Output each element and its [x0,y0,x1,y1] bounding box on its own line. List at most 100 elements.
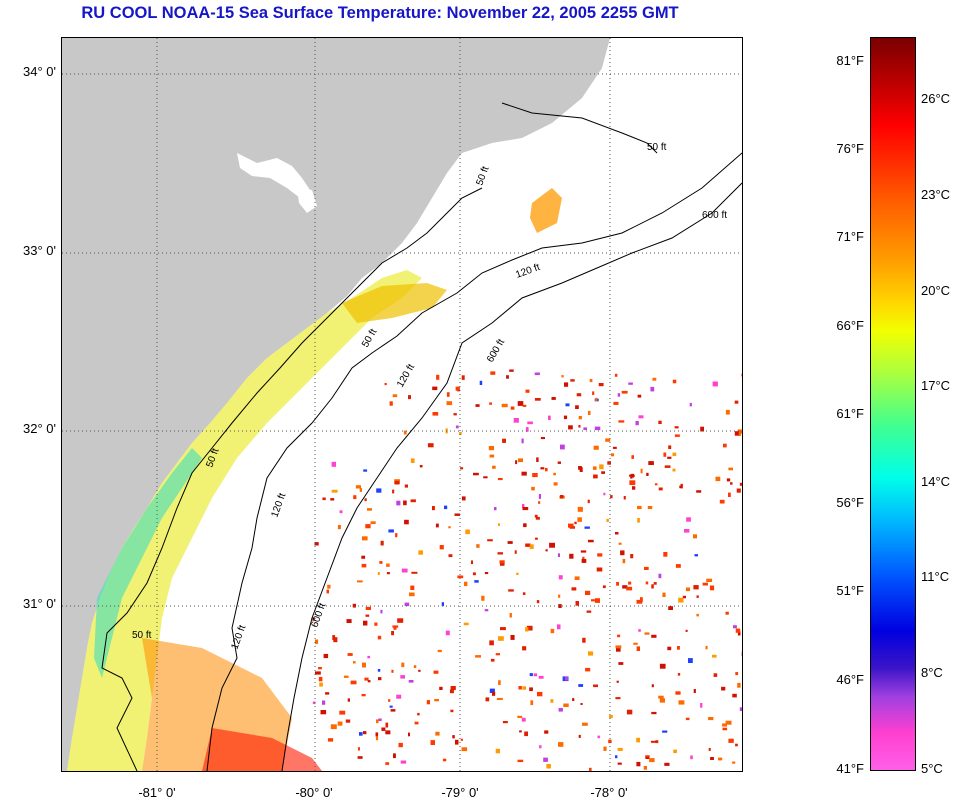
sst-speckle [734,400,739,404]
sst-speckle [645,756,649,759]
sst-speckle [700,426,704,432]
sst-speckle [668,606,673,610]
sst-speckle [450,686,456,691]
sst-speckle [327,584,331,589]
sst-speckle [312,701,316,705]
sst-speckle [735,628,741,633]
sst-speckle [593,474,598,479]
sst-speckle [444,505,448,510]
sst-speckle [529,544,534,549]
sst-speckle [530,700,534,706]
sst-speckle [474,580,479,583]
sst-speckle [597,553,603,557]
sst-speckle [581,559,587,563]
sst-speckle [712,381,718,387]
sst-speckle [506,375,509,379]
sst-speckle [612,446,617,449]
sst-speckle [608,739,612,744]
sst-speckle [481,595,485,601]
sst-speckle [616,680,619,683]
sst-speckle [674,426,679,429]
sst-speckle [495,653,500,656]
sst-speckle [455,739,459,745]
sst-speckle [489,454,495,458]
sst-speckle [606,518,609,522]
sst-speckle [498,523,500,526]
sst-speckle [558,575,563,580]
sst-speckle [540,467,545,470]
sst-speckle [686,517,691,522]
sst-speckle [649,758,655,763]
sst-speckle [353,495,357,500]
lat-label-34: 34° 0' [23,64,56,79]
sst-speckle [522,504,525,509]
sst-speckle [696,595,699,598]
sst-speckle [400,675,405,679]
colorbar-f-label: 51°F [836,583,864,598]
sst-speckle [473,472,479,476]
sst-speckle [463,622,469,626]
sst-speckle [517,759,524,763]
sst-speckle [315,671,321,675]
sst-speckle [587,499,590,504]
sst-speckle [507,541,513,544]
sst-speckle [603,492,606,496]
sst-speckle [610,495,613,499]
sst-speckle [385,722,389,728]
sst-speckle [386,563,390,567]
sst-speckle [651,584,654,589]
sst-speckle [631,473,634,478]
sst-speckle [741,373,742,377]
sst-speckle [461,375,465,380]
sst-speckle [709,585,715,591]
sst-speckle [345,719,351,723]
sst-speckle [523,523,527,528]
sst-speckle [320,710,327,715]
sst-speckle [522,592,526,595]
sst-speckle [378,677,382,681]
sst-speckle [509,369,514,372]
sst-speckle [653,582,657,585]
lon-label-79: -79° 0' [441,785,479,800]
sst-speckle [501,403,508,408]
sst-speckle [490,371,496,375]
sst-speckle [725,611,729,615]
sst-speckle [396,694,402,699]
sst-speckle [651,711,657,715]
sst-speckle [561,375,564,378]
sst-speckle [347,653,353,656]
sst-speckle [448,526,451,529]
sst-speckle [386,572,390,575]
sst-speckle [598,383,604,387]
sst-speckle [537,691,543,697]
sst-speckle [553,482,558,486]
sst-speckle [318,667,322,670]
sst-speckle [728,492,731,497]
sst-speckle [538,494,541,499]
sst-speckle [365,524,371,529]
sst-speckle [461,747,468,752]
sst-speckle [448,554,453,558]
sst-speckle [722,723,727,727]
lat-label-32: 32° 0' [23,421,56,436]
sst-speckle [645,581,649,585]
sst-speckle [636,737,640,743]
sst-speckle [636,599,643,604]
sst-speckle [374,622,378,626]
sst-speckle [629,480,636,485]
sst-speckle [414,721,419,725]
sst-speckle [615,532,619,535]
sst-speckle [635,421,639,426]
sst-speckle [545,467,548,472]
sst-speckle [540,437,545,440]
sst-speckle [472,572,476,576]
sst-speckle [326,589,329,594]
sst-speckle [403,500,407,506]
colorbar-c-label: 23°C [921,187,951,202]
sst-speckle [667,456,672,459]
sst-speckle [457,575,464,579]
sst-speckle [413,665,417,668]
sst-speckle [723,443,727,448]
sst-speckle [392,394,398,398]
contour-label: 120 ft [514,262,541,281]
